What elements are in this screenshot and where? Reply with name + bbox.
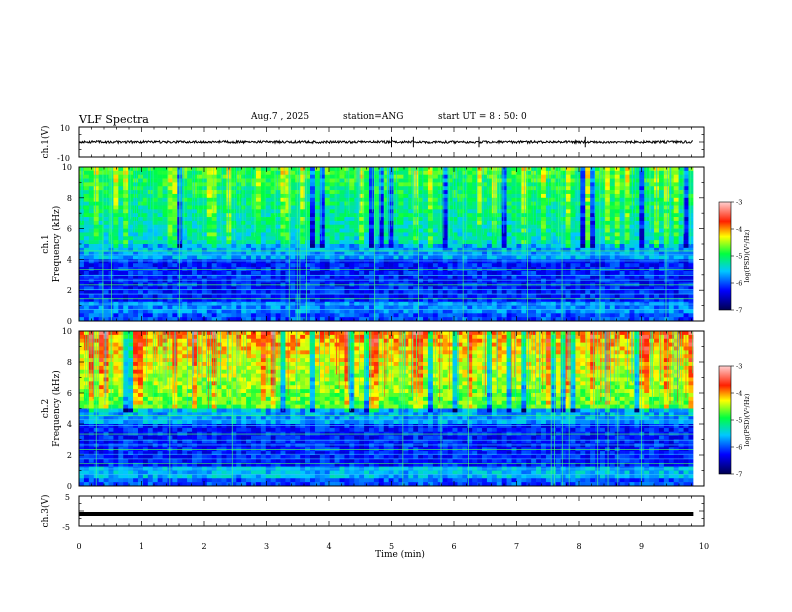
y-tick-label: 6 <box>67 225 72 234</box>
y-tick-label: 0 <box>67 317 72 326</box>
y-tick-label: 2 <box>67 286 72 295</box>
x-tick-label: 6 <box>451 542 456 551</box>
colorbar-tick-label: -7 <box>736 471 742 479</box>
x-tick-label: 1 <box>139 542 144 551</box>
x-tick-label: 3 <box>264 542 269 551</box>
y-tick-label: 2 <box>67 451 72 460</box>
y-tick-label: 0 <box>67 482 72 491</box>
y-tick-label: 4 <box>67 420 72 429</box>
x-tick-label: 2 <box>201 542 206 551</box>
colorbar-tick-label: -4 <box>736 226 742 234</box>
x-tick-label: 8 <box>576 542 581 551</box>
y-axis-label: ch.1(V) <box>40 126 51 159</box>
y-tick-label: 4 <box>67 255 72 264</box>
colorbar-tick-label: -3 <box>736 199 742 207</box>
colorbar-tick-label: -4 <box>736 390 742 398</box>
x-tick-label: 7 <box>514 542 519 551</box>
colorbar-tick-label: -6 <box>736 444 742 452</box>
x-tick-label: 4 <box>326 542 331 551</box>
channel-label: ch.2 <box>41 399 51 418</box>
y-axis-label: Frequency (kHz) <box>51 206 62 283</box>
spectrogram-ch2 <box>79 331 704 487</box>
colorbar-label: log(PSD)(V²/Hz) <box>743 229 751 282</box>
y-tick-label: 8 <box>67 194 72 203</box>
y-tick-label: 6 <box>67 389 72 398</box>
ch1-waveform-line <box>78 139 693 145</box>
colorbar-ch1 <box>718 201 732 311</box>
x-tick-label: 5 <box>389 542 394 551</box>
y-axis-label: Frequency (kHz) <box>51 370 62 447</box>
chart-title: VLF Spectra <box>79 113 149 126</box>
colorbar-tick-label: -5 <box>736 253 742 261</box>
y-tick-label: -5 <box>62 523 70 532</box>
y-tick-label: 10 <box>62 163 72 172</box>
y-tick-label: 5 <box>65 493 70 502</box>
x-tick-label: 10 <box>699 542 709 551</box>
channel-label: ch.1 <box>41 234 51 253</box>
y-tick-label: 10 <box>60 124 70 133</box>
station-label: station=ANG <box>343 112 404 122</box>
colorbar-tick-label: -3 <box>736 363 742 371</box>
colorbar-tick-label: -6 <box>736 280 742 288</box>
x-axis-label: Time (min) <box>375 549 425 560</box>
colorbar-label: log(PSD)(V²/Hz) <box>743 393 751 446</box>
x-tick-label: 9 <box>639 542 644 551</box>
colorbar-tick-label: -5 <box>736 417 742 425</box>
x-tick-label: 0 <box>76 542 81 551</box>
colorbar-ch2 <box>718 365 732 475</box>
y-tick-label: -10 <box>57 154 70 163</box>
spectrogram-ch1 <box>79 167 704 322</box>
y-axis-label: ch.3(V) <box>40 495 51 528</box>
start-time-label: start UT = 8 : 50: 0 <box>438 112 527 122</box>
y-tick-label: 8 <box>67 358 72 367</box>
date-label: Aug.7 , 2025 <box>251 112 310 122</box>
colorbar-tick-label: -7 <box>736 307 742 315</box>
y-tick-label: 10 <box>62 327 72 336</box>
